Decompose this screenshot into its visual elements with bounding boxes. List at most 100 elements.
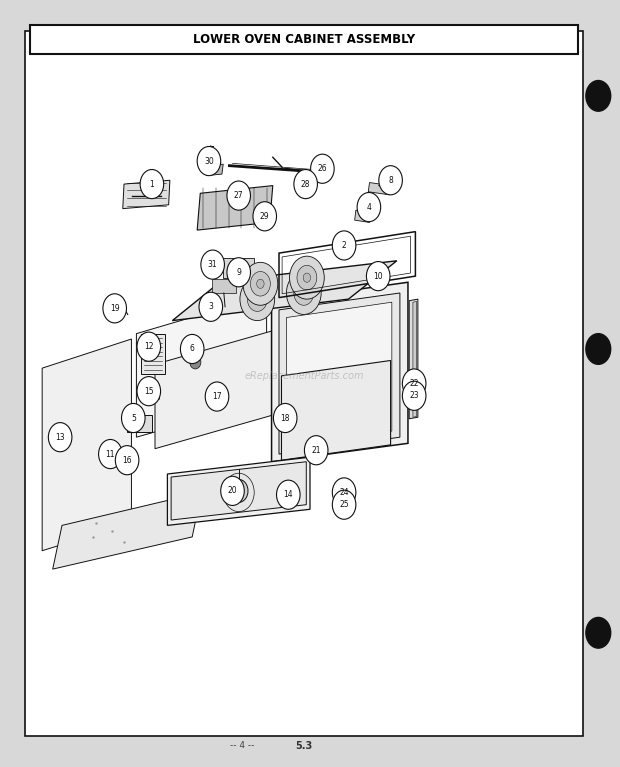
Text: 19: 19 bbox=[110, 304, 120, 313]
Text: 8: 8 bbox=[388, 176, 393, 185]
Text: -- 4 --: -- 4 -- bbox=[229, 741, 254, 750]
Circle shape bbox=[253, 202, 277, 231]
Circle shape bbox=[586, 81, 611, 111]
Polygon shape bbox=[272, 282, 408, 462]
Circle shape bbox=[205, 382, 229, 411]
Circle shape bbox=[227, 258, 250, 287]
Bar bbox=[212, 279, 236, 293]
Circle shape bbox=[366, 262, 390, 291]
Circle shape bbox=[122, 403, 145, 433]
Text: 12: 12 bbox=[144, 342, 154, 351]
Text: 13: 13 bbox=[55, 433, 65, 442]
Text: 28: 28 bbox=[301, 179, 311, 189]
Polygon shape bbox=[368, 183, 391, 195]
Circle shape bbox=[247, 287, 267, 311]
Text: 29: 29 bbox=[260, 212, 270, 221]
Circle shape bbox=[240, 278, 275, 321]
Circle shape bbox=[243, 262, 278, 305]
Bar bbox=[340, 486, 347, 515]
Text: eReplacementParts.com: eReplacementParts.com bbox=[244, 370, 363, 381]
Circle shape bbox=[586, 617, 611, 648]
Circle shape bbox=[304, 436, 328, 465]
Circle shape bbox=[303, 273, 311, 282]
Text: 22: 22 bbox=[409, 379, 419, 388]
Circle shape bbox=[379, 166, 402, 195]
Circle shape bbox=[273, 403, 297, 433]
Text: 5.3: 5.3 bbox=[295, 741, 312, 752]
Circle shape bbox=[332, 478, 356, 507]
Polygon shape bbox=[171, 462, 306, 520]
Bar bbox=[141, 334, 165, 374]
Circle shape bbox=[221, 476, 244, 505]
Polygon shape bbox=[197, 186, 273, 230]
Bar bbox=[223, 258, 254, 278]
Text: 14: 14 bbox=[283, 490, 293, 499]
Text: 23: 23 bbox=[409, 391, 419, 400]
Polygon shape bbox=[136, 295, 267, 437]
Text: 5: 5 bbox=[131, 413, 136, 423]
Circle shape bbox=[294, 170, 317, 199]
Text: 18: 18 bbox=[280, 413, 290, 423]
Circle shape bbox=[227, 181, 250, 210]
Circle shape bbox=[180, 334, 204, 364]
Circle shape bbox=[99, 439, 122, 469]
Circle shape bbox=[337, 479, 348, 492]
Text: LOWER OVEN CABINET ASSEMBLY: LOWER OVEN CABINET ASSEMBLY bbox=[193, 33, 415, 45]
Circle shape bbox=[300, 288, 308, 298]
Polygon shape bbox=[281, 360, 391, 460]
Bar bbox=[30, 25, 578, 54]
Circle shape bbox=[402, 369, 426, 398]
Circle shape bbox=[254, 295, 261, 304]
Text: 16: 16 bbox=[122, 456, 132, 465]
Text: 2: 2 bbox=[342, 241, 347, 250]
Text: 27: 27 bbox=[234, 191, 244, 200]
Polygon shape bbox=[172, 261, 397, 321]
Text: 25: 25 bbox=[339, 500, 349, 509]
Polygon shape bbox=[409, 299, 418, 419]
Text: 30: 30 bbox=[204, 156, 214, 166]
Circle shape bbox=[137, 377, 161, 406]
Text: 17: 17 bbox=[212, 392, 222, 401]
Text: 10: 10 bbox=[373, 272, 383, 281]
Text: 1: 1 bbox=[149, 179, 154, 189]
Polygon shape bbox=[42, 339, 131, 551]
Text: 26: 26 bbox=[317, 164, 327, 173]
Polygon shape bbox=[123, 180, 170, 209]
Text: 24: 24 bbox=[339, 488, 349, 497]
Circle shape bbox=[341, 249, 348, 258]
Text: 11: 11 bbox=[105, 449, 115, 459]
Circle shape bbox=[277, 480, 300, 509]
Text: 3: 3 bbox=[208, 302, 213, 311]
Circle shape bbox=[332, 490, 356, 519]
Polygon shape bbox=[286, 302, 392, 446]
Circle shape bbox=[297, 265, 317, 290]
Text: 31: 31 bbox=[208, 260, 218, 269]
Circle shape bbox=[286, 272, 321, 314]
Circle shape bbox=[294, 281, 314, 305]
Circle shape bbox=[199, 292, 223, 321]
Circle shape bbox=[402, 381, 426, 410]
Circle shape bbox=[357, 193, 381, 222]
Circle shape bbox=[197, 146, 221, 176]
Text: 15: 15 bbox=[144, 387, 154, 396]
Circle shape bbox=[140, 170, 164, 199]
Text: 4: 4 bbox=[366, 202, 371, 212]
Circle shape bbox=[290, 256, 324, 299]
Circle shape bbox=[115, 446, 139, 475]
Circle shape bbox=[229, 479, 248, 502]
Circle shape bbox=[190, 355, 201, 369]
Circle shape bbox=[257, 279, 264, 288]
Circle shape bbox=[250, 272, 270, 296]
Text: 21: 21 bbox=[311, 446, 321, 455]
Circle shape bbox=[586, 334, 611, 364]
Circle shape bbox=[332, 231, 356, 260]
Polygon shape bbox=[167, 457, 310, 525]
Circle shape bbox=[311, 154, 334, 183]
Polygon shape bbox=[355, 210, 371, 222]
Circle shape bbox=[201, 250, 224, 279]
Polygon shape bbox=[206, 164, 223, 176]
Circle shape bbox=[48, 423, 72, 452]
Text: 9: 9 bbox=[236, 268, 241, 277]
Bar bbox=[127, 415, 152, 432]
Circle shape bbox=[137, 332, 161, 361]
